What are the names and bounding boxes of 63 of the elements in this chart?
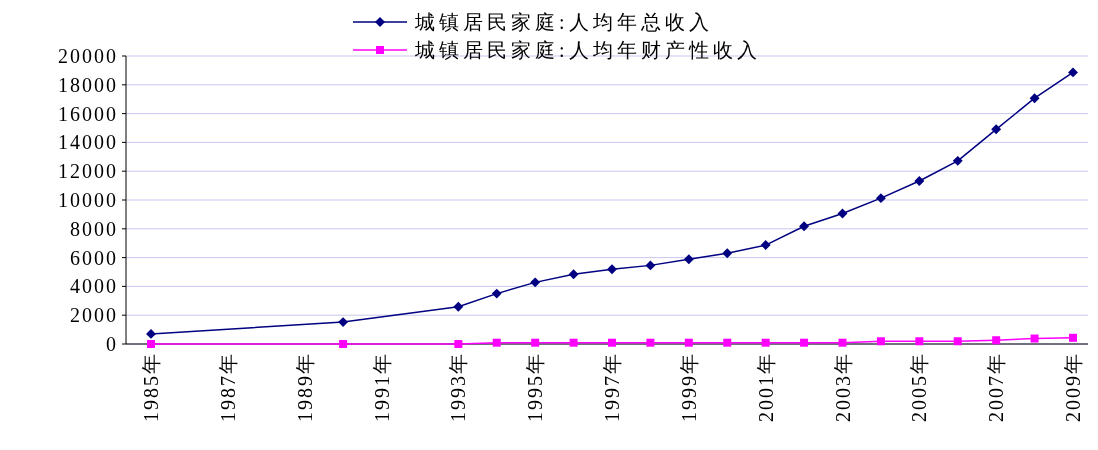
legend-label: 城镇居民家庭:人均年财产性收入	[414, 39, 761, 61]
point	[607, 264, 617, 275]
x-tick-label: 1997年	[601, 352, 623, 422]
y-tick-label: 18000	[58, 73, 118, 96]
point	[799, 221, 810, 232]
y-tick-label: 6000	[70, 246, 118, 269]
y-tick-label: 4000	[70, 275, 118, 298]
point	[1029, 93, 1040, 104]
point	[453, 301, 464, 312]
point	[492, 338, 501, 347]
point	[723, 338, 732, 347]
point	[646, 338, 655, 347]
point	[991, 124, 1002, 135]
point	[838, 338, 847, 347]
point	[876, 337, 885, 346]
point	[800, 338, 809, 347]
point	[645, 260, 656, 271]
point	[454, 340, 463, 348]
y-tick-label: 16000	[58, 102, 118, 125]
point	[1069, 333, 1077, 342]
x-tick-label: 1999年	[677, 352, 700, 422]
y-tick-label: 10000	[58, 189, 118, 211]
point	[491, 288, 502, 299]
x-tick-label: 2001年	[754, 352, 777, 422]
x-tick-label: 1987年	[216, 352, 239, 422]
y-tick-label: 0	[106, 333, 118, 355]
x-tick-label: 2007年	[985, 352, 1008, 422]
y-tick-label: 8000	[70, 217, 118, 240]
point	[146, 328, 156, 339]
point	[915, 337, 924, 346]
point	[339, 340, 348, 348]
x-tick-label: 1991年	[370, 352, 393, 422]
point	[953, 337, 962, 346]
x-tick-label: 1989年	[293, 352, 316, 422]
point	[338, 317, 349, 328]
point	[147, 340, 155, 348]
point	[531, 338, 540, 347]
x-tick-label: 1985年	[140, 352, 162, 422]
point	[914, 176, 925, 186]
point	[608, 338, 616, 347]
point	[761, 338, 770, 347]
point	[875, 193, 886, 204]
point	[722, 248, 733, 259]
x-tick-label: 1993年	[447, 352, 470, 422]
point	[684, 338, 693, 347]
y-tick-label: 14000	[58, 131, 118, 154]
x-tick-label: 2009年	[1062, 352, 1084, 422]
y-tick-label: 2000	[70, 304, 118, 327]
x-tick-label: 2005年	[908, 352, 931, 422]
y-tick-label: 12000	[58, 160, 118, 183]
point	[1030, 334, 1039, 343]
legend-label: 城镇居民家庭:人均年总收入	[414, 11, 713, 33]
point	[683, 254, 694, 265]
y-tick-label: 20000	[58, 45, 118, 67]
x-tick-label: 2003年	[831, 352, 854, 422]
point	[1068, 67, 1078, 78]
point	[568, 269, 579, 280]
point	[760, 240, 771, 251]
point	[569, 338, 578, 347]
x-tick-label: 1995年	[524, 352, 547, 422]
point	[952, 155, 963, 166]
point	[530, 277, 541, 288]
point	[992, 336, 1001, 345]
